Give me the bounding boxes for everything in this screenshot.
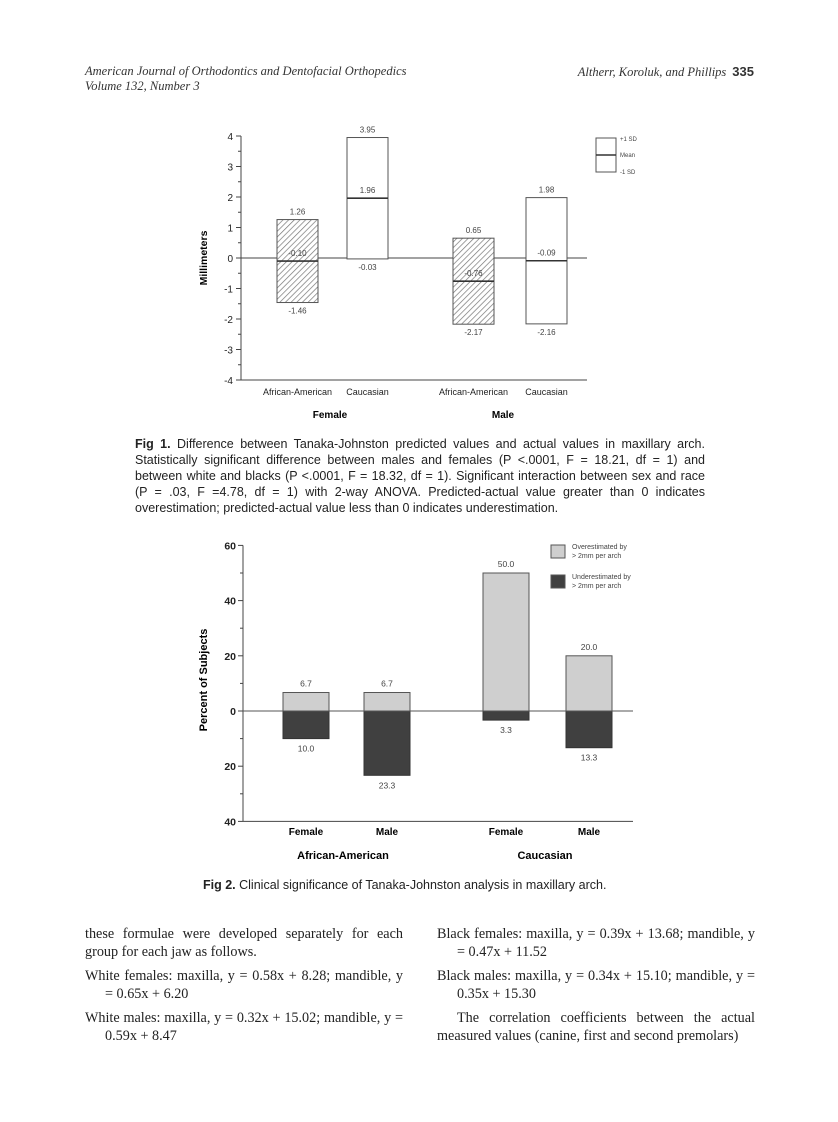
category-label: Female [489,827,524,838]
legend-minus-sd: -1 SD [620,170,636,176]
body-column-right: Black females: maxilla, y = 0.39x + 13.6… [437,925,755,1051]
legend-label: > 2mm per arch [572,583,621,590]
overestimated-bar [482,572,530,712]
paragraph: The correlation coefficients between the… [437,1010,755,1044]
underestimated-value-label: 23.3 [379,780,396,790]
underestimated-bar [282,710,330,740]
page-number: 335 [732,64,754,79]
underestimated-bar [363,710,411,776]
overestimated-value-label: 6.7 [300,679,312,689]
journal-volume: Volume 132, Number 3 [85,79,200,93]
formula-white-females: White females: maxilla, y = 0.58x + 8.28… [85,968,403,1002]
overestimated-bar [282,692,330,712]
figure-2-chart: 60 40 20 0 20 40 Percent of Subjects 6.7 10.0 Fem… [198,540,633,862]
legend-label: > 2mm per arch [572,553,621,560]
group-label: Male [492,410,515,421]
minus-sd-label: -2.16 [537,328,556,337]
y-tick-label: 60 [224,540,236,552]
legend-label: Underestimated by [572,574,631,581]
formula-black-females: Black females: maxilla, y = 0.39x + 13.6… [437,926,755,960]
legend-plus-sd: +1 SD [620,137,638,143]
y-tick-label: 1 [227,224,233,235]
paragraph: these formulae were developed separately… [85,926,403,960]
minus-sd-label: -2.17 [464,328,483,337]
group-label: Female [313,410,348,421]
category-label: Caucasian [346,387,389,397]
figure-1-label: Fig 1. [135,437,171,451]
formula-white-males: White males: maxilla, y = 0.32x + 15.02;… [85,1010,403,1044]
running-header-left: American Journal of Orthodontics and Den… [85,64,407,94]
authors: Altherr, Koroluk, and Phillips [577,65,727,79]
running-header-right: Altherr, Koroluk, and Phillips 335 [578,64,754,80]
y-tick-label: -3 [224,346,233,357]
figure-2-label: Fig 2. [203,878,236,892]
legend-label: Overestimated by [572,544,627,551]
underestimated-bar [482,710,530,721]
y-tick-label: 40 [224,816,236,828]
overestimated-bar [363,692,411,712]
category-label: Caucasian [525,387,568,397]
y-tick-label: 0 [230,706,236,718]
y-tick-label: 0 [227,254,233,265]
minus-sd-label: -0.03 [358,263,377,272]
overestimated-value-label: 20.0 [581,642,598,652]
y-tick-label: -4 [224,376,233,387]
mean-label: -0.09 [537,249,556,258]
plus-sd-label: 1.26 [290,208,306,217]
y-tick-label: 20 [224,761,236,773]
category-label: Female [289,827,324,838]
underestimated-value-label: 13.3 [581,753,598,763]
category-label: Male [578,827,601,838]
legend-swatch [550,544,566,559]
plus-sd-label: 1.98 [539,186,555,195]
category-label: African-American [263,387,332,397]
y-tick-label: 20 [224,651,236,663]
category-label: Male [376,827,399,838]
y-axis-label: Millimeters [198,230,210,285]
figure-1-caption: Fig 1. Difference between Tanaka-Johnsto… [135,436,705,516]
minus-sd-label: -1.46 [288,307,307,316]
y-tick-label: -2 [224,315,233,326]
body-column-left: these formulae were developed separately… [85,925,403,1051]
figure-2-caption-text: Clinical significance of Tanaka-Johnston… [235,878,607,892]
y-tick-label: -1 [224,285,233,296]
plus-sd-label: 0.65 [466,226,482,235]
overestimated-bar [565,655,613,712]
underestimated-bar [565,710,613,749]
category-label: African-American [439,387,508,397]
y-axis-label: Percent of Subjects [198,629,210,732]
y-tick-label: 40 [224,596,236,608]
legend-mean: Mean [620,153,635,159]
mean-label: 1.96 [360,186,376,195]
underestimated-value-label: 3.3 [500,725,512,735]
group-label: Caucasian [517,850,572,862]
group-label: African-American [297,850,389,862]
mean-label: -0.10 [288,249,307,258]
figure-1-chart: 4 3 2 1 0 -1 -2 -3 -4 Millimeters 1.26 -0.10 -1.46 Af… [198,126,638,421]
formula-black-males: Black males: maxilla, y = 0.34x + 15.10;… [437,968,755,1002]
overestimated-value-label: 50.0 [498,559,515,569]
y-tick-label: 2 [227,193,233,204]
y-tick-label: 3 [227,163,233,174]
overestimated-value-label: 6.7 [381,679,393,689]
journal-name: American Journal of Orthodontics and Den… [85,64,407,78]
legend-swatch [550,574,566,589]
mean-label: -0.76 [464,269,483,278]
plus-sd-label: 3.95 [360,126,376,135]
figure-1-caption-text: Difference between Tanaka-Johnston predi… [135,437,705,515]
figure-2-caption: Fig 2. Clinical significance of Tanaka-J… [203,877,703,893]
underestimated-value-label: 10.0 [298,744,315,754]
y-tick-label: 4 [227,132,233,143]
